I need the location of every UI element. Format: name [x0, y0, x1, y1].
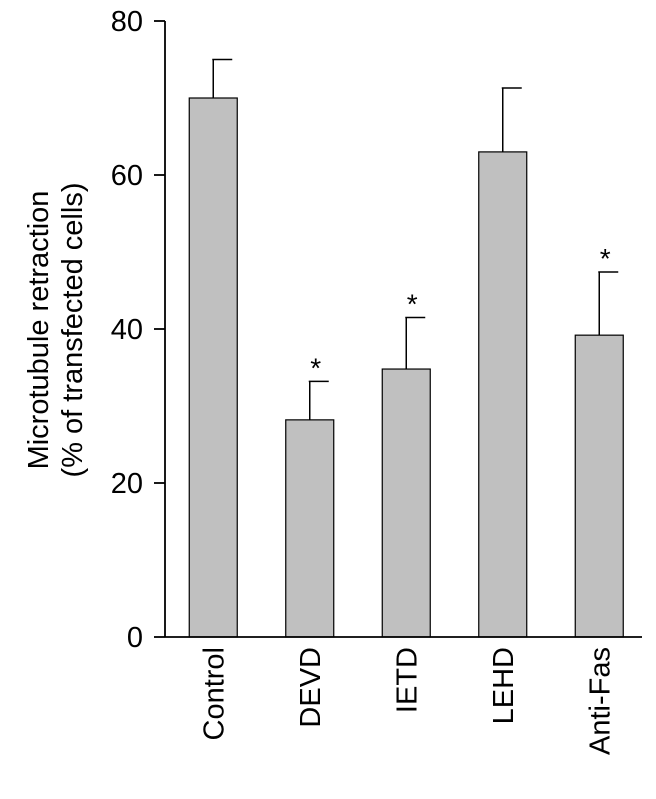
y-tick-label-20: 20 [111, 468, 143, 500]
bar-control [188, 97, 238, 638]
x-tick-label-anti-fas: Anti-Fas [584, 647, 616, 755]
bar-lehd [478, 151, 528, 638]
bar-anti-fas [574, 334, 624, 638]
x-tick-label-lehd: LEHD [488, 647, 520, 724]
y-tick-label-60: 60 [111, 160, 143, 192]
y-tick-label-0: 0 [127, 622, 143, 654]
x-tick-label-control: Control [198, 647, 230, 741]
x-tick-label-ietd: IETD [391, 647, 423, 713]
bar-devd [285, 419, 335, 638]
significance-mark-ietd: * [407, 288, 418, 319]
x-tick-label-devd: DEVD [295, 647, 327, 728]
significance-mark-devd: * [310, 352, 321, 383]
bar-ietd [381, 368, 431, 638]
y-tick-label-40: 40 [111, 314, 143, 346]
plot-area: Control * DEVD * IETD LEHD * Anti-Fas 0 20 40 60 80 [111, 6, 642, 755]
significance-mark-anti-fas: * [600, 243, 611, 274]
y-axis-title-line-1: Microtubule retraction [23, 191, 55, 470]
y-tick-label-80: 80 [111, 6, 143, 38]
y-axis-title-line-2: (% of transfected cells) [57, 183, 89, 478]
y-axis-title: Microtubule retraction (% of transfected… [23, 183, 89, 478]
